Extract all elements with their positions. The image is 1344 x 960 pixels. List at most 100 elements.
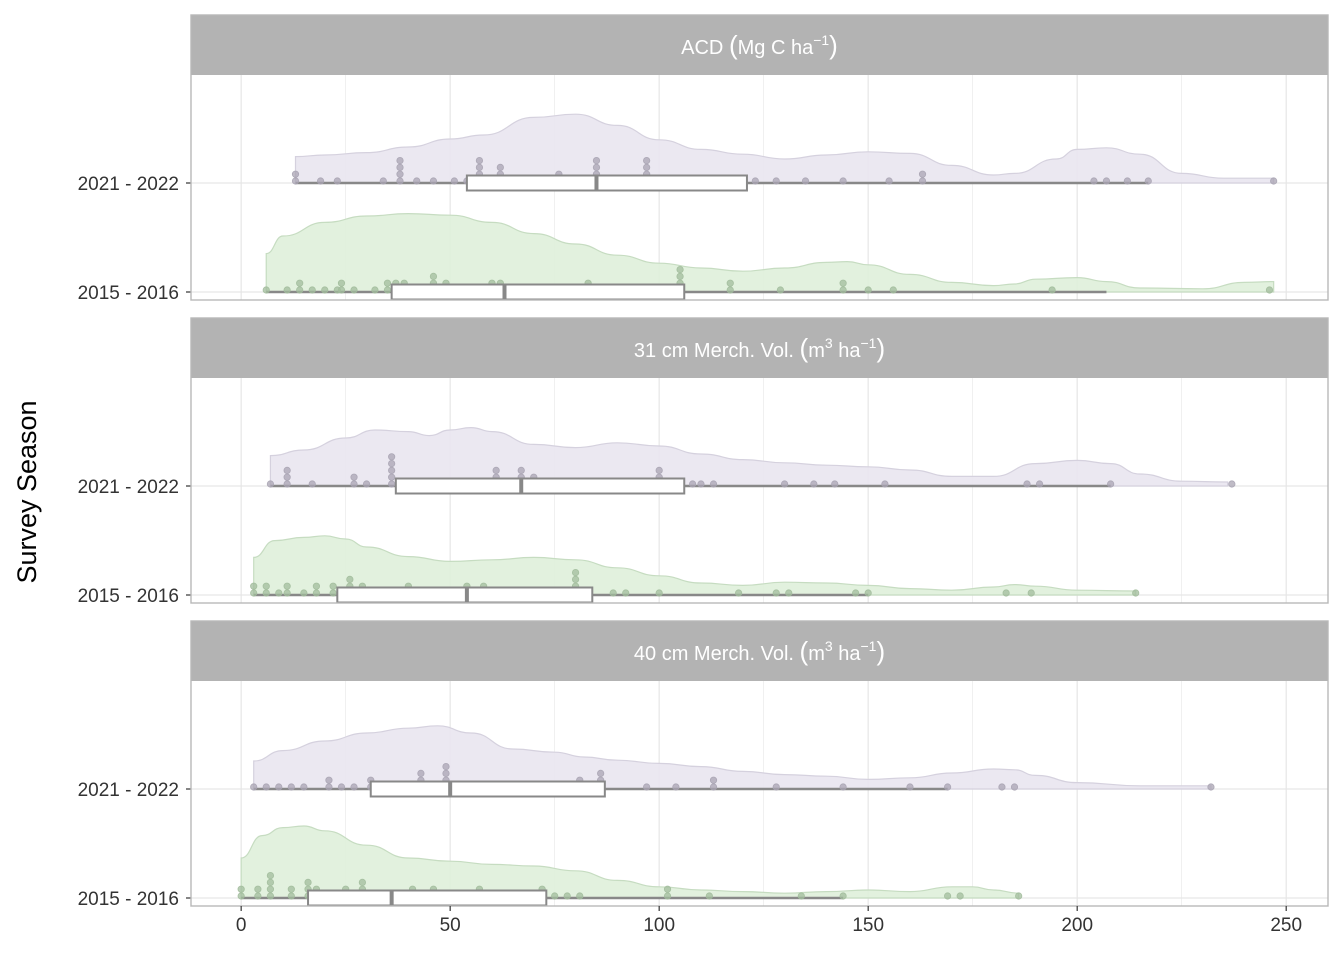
data-point — [839, 286, 847, 294]
data-point — [321, 286, 329, 294]
data-point — [772, 783, 780, 791]
box-iqr — [369, 780, 606, 798]
data-point — [283, 466, 291, 474]
data-point — [655, 589, 663, 597]
data-point — [283, 582, 291, 590]
data-point — [308, 480, 316, 488]
data-point — [563, 892, 571, 900]
density-curve — [240, 825, 1020, 899]
data-point — [283, 473, 291, 481]
data-point — [254, 885, 262, 893]
data-point — [250, 589, 258, 597]
panel-border — [190, 620, 1329, 907]
data-point — [1035, 480, 1044, 488]
data-point — [726, 279, 734, 287]
data-point — [333, 177, 341, 185]
data-point — [287, 783, 295, 791]
season-series — [250, 725, 1215, 798]
data-point — [839, 177, 847, 185]
x-tick-label: 0 — [236, 915, 247, 936]
data-point — [291, 170, 300, 178]
data-point — [262, 589, 270, 597]
data-point — [709, 776, 718, 784]
data-point — [379, 177, 387, 185]
data-point — [655, 466, 663, 474]
data-point — [266, 878, 275, 887]
data-point — [918, 170, 927, 178]
x-tick-label: 100 — [643, 915, 675, 936]
facet-strip — [191, 621, 1328, 681]
data-point — [609, 589, 617, 597]
panel-border — [190, 317, 1329, 604]
data-point — [676, 265, 684, 274]
data-point — [413, 177, 421, 185]
data-point — [734, 589, 743, 597]
data-point — [918, 177, 927, 185]
data-point — [262, 582, 270, 590]
data-point — [944, 892, 952, 900]
data-point — [358, 878, 366, 887]
data-point — [237, 892, 245, 900]
box-iqr — [336, 586, 594, 604]
data-point — [751, 177, 759, 185]
data-point — [576, 892, 584, 900]
data-point — [396, 170, 404, 178]
data-point — [346, 575, 354, 584]
box-iqr — [307, 889, 548, 907]
data-point — [475, 163, 484, 171]
data-point — [325, 783, 333, 791]
data-point — [1207, 783, 1215, 791]
data-point — [772, 589, 780, 597]
data-point — [705, 892, 713, 900]
y-tick-label: 2021 - 2022 — [78, 477, 179, 498]
data-point — [810, 480, 818, 488]
data-point — [517, 466, 525, 474]
data-point — [709, 480, 718, 488]
data-point — [839, 892, 847, 900]
data-point — [852, 589, 860, 597]
x-tick-label: 250 — [1270, 915, 1302, 936]
data-point — [275, 589, 283, 597]
data-point — [1048, 286, 1056, 294]
data-point — [300, 589, 308, 597]
data-point — [383, 286, 392, 294]
facet-strip — [191, 318, 1328, 378]
data-point — [337, 279, 346, 287]
data-point — [388, 459, 396, 468]
data-point — [312, 589, 321, 597]
data-point — [689, 480, 697, 488]
data-point — [643, 157, 651, 165]
data-point — [672, 783, 680, 791]
data-point — [1265, 286, 1274, 294]
data-point — [592, 157, 601, 165]
facet-title: 31 cm Merch. Vol. (m3 ha−1) — [634, 333, 885, 363]
x-tick-label: 200 — [1061, 915, 1093, 936]
box-iqr — [465, 174, 748, 192]
data-point — [396, 157, 404, 165]
data-point — [998, 783, 1006, 791]
data-point — [592, 163, 601, 171]
data-point — [350, 783, 358, 791]
data-point — [1228, 480, 1236, 488]
data-point — [881, 480, 889, 488]
data-point — [371, 286, 379, 294]
data-point — [663, 885, 672, 893]
data-point — [388, 473, 396, 481]
data-point — [643, 163, 651, 171]
data-point — [250, 783, 258, 791]
data-point — [296, 279, 304, 287]
panel-border — [190, 14, 1329, 301]
data-point — [1132, 589, 1140, 597]
data-point — [383, 279, 392, 287]
data-point — [726, 286, 734, 294]
data-point — [350, 286, 358, 294]
data-point — [316, 177, 325, 185]
y-tick-label: 2015 - 2016 — [78, 889, 179, 910]
data-point — [350, 480, 358, 488]
y-tick-label: 2015 - 2016 — [78, 283, 179, 304]
data-point — [266, 885, 275, 893]
x-tick-label: 150 — [852, 915, 884, 936]
facet-panel: ACD (Mg C ha−1) 2021 - 2022 2015 - 2016 — [78, 14, 1329, 304]
